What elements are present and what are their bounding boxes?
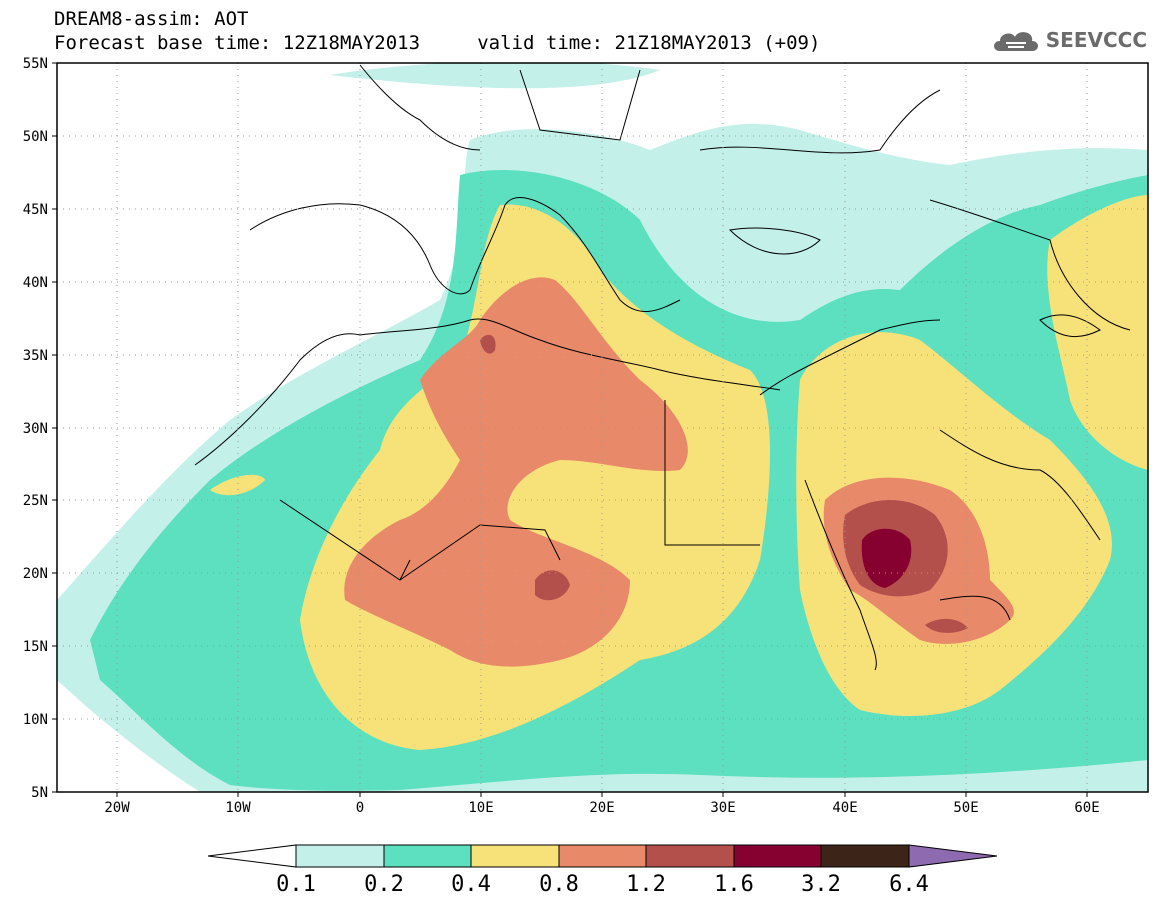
aot-contour-1.6	[861, 528, 912, 588]
colorbar-labels: 0.1 0.2 0.4 0.8 1.2 1.6 3.2 6.4	[276, 872, 929, 897]
lat-label: 40N	[23, 275, 48, 291]
colorbar-label: 0.2	[364, 872, 404, 897]
colorbar-box	[558, 844, 647, 868]
colorbar	[207, 844, 998, 868]
lat-label: 15N	[23, 639, 48, 655]
lon-label: 50E	[953, 800, 978, 816]
colorbar-label: 0.4	[451, 872, 491, 897]
lon-label: 40E	[832, 800, 857, 816]
lat-label: 25N	[23, 493, 48, 509]
colorbar-box	[733, 844, 822, 868]
cloud-icon	[993, 32, 1038, 51]
lon-label: 60E	[1074, 800, 1099, 816]
lat-label: 45N	[23, 202, 48, 218]
seevccc-logo: SEEVCCC	[990, 22, 1147, 58]
lat-label: 35N	[23, 348, 48, 364]
colorbar-box	[820, 844, 910, 868]
lon-label: 20E	[589, 800, 614, 816]
lon-label: 10W	[225, 800, 251, 816]
forecast-time-line: Forecast base time: 12Z18MAY2013 valid t…	[54, 32, 821, 54]
lat-label: 30N	[23, 421, 48, 437]
coastlines-and-borders	[194, 64, 1131, 671]
colorbar-label: 1.2	[626, 872, 666, 897]
lat-label: 10N	[23, 712, 48, 728]
aot-field	[57, 63, 1148, 792]
aot-contour-0.8	[344, 277, 688, 667]
colorbar-under-triangle	[207, 844, 297, 868]
latitude-labels: 55N 50N 45N 40N 35N 30N 25N 20N 15N 10N …	[23, 56, 48, 801]
lon-label: 30E	[710, 800, 735, 816]
map-title: DREAM8-assim: AOT	[54, 8, 249, 30]
lat-label: 5N	[31, 785, 48, 801]
colorbar-box	[470, 844, 560, 868]
colorbar-label: 6.4	[889, 872, 929, 897]
lat-label: 50N	[23, 129, 48, 145]
colorbar-over-triangle	[908, 844, 998, 868]
lon-label: 20W	[104, 800, 130, 816]
colorbar-label: 3.2	[801, 872, 841, 897]
longitude-labels: 20W 10W 0 10E 20E 30E 40E 50E 60E	[104, 800, 1099, 816]
lat-label: 20N	[23, 566, 48, 582]
colorbar-box	[645, 844, 735, 868]
colorbar-label: 0.1	[276, 872, 316, 897]
colorbar-label: 0.8	[539, 872, 579, 897]
colorbar-box	[383, 844, 472, 868]
lon-label: 0	[356, 800, 364, 816]
tick-marks	[52, 62, 1088, 797]
lon-label: 10E	[468, 800, 493, 816]
lat-label: 55N	[23, 56, 48, 72]
colorbar-box	[295, 844, 385, 868]
colorbar-label: 1.6	[714, 872, 754, 897]
logo-text: SEEVCCC	[1045, 28, 1147, 52]
